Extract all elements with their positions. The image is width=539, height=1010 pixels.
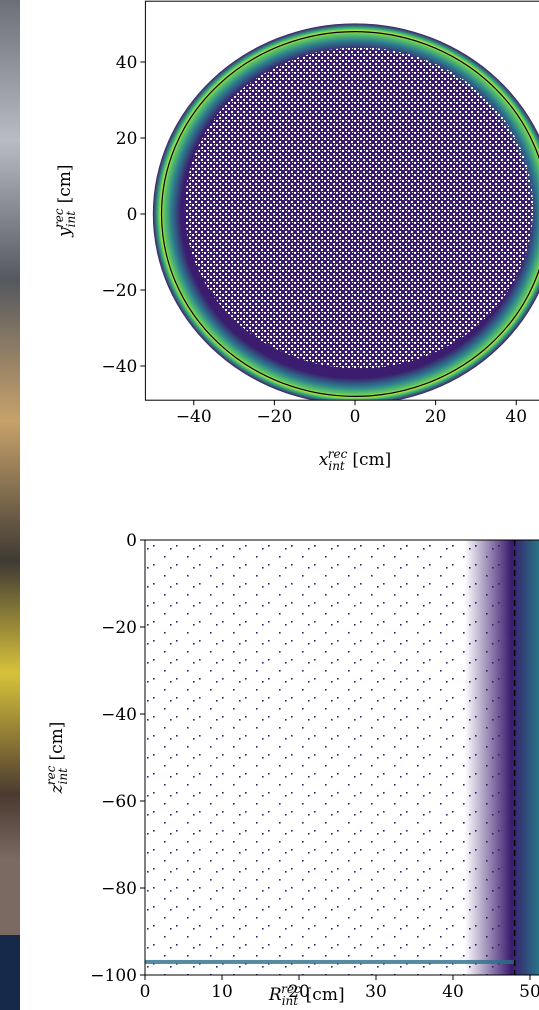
density-wall [465, 540, 539, 975]
axis-unit: [cm] [352, 450, 391, 470]
y-tick-label: −20 [102, 281, 138, 301]
axis-label: xintrec[cm] [319, 447, 391, 473]
density-sparse [145, 540, 515, 975]
axis-unit: [cm] [55, 164, 75, 203]
axis-label: yintrec[cm] [52, 164, 78, 237]
x-tick-label: −40 [176, 407, 212, 427]
axis-sup: rec [52, 208, 66, 228]
x-tick-label: 50 [519, 982, 539, 1002]
axis-symbol: R [268, 985, 282, 1005]
y-tick-label: 20 [116, 129, 138, 149]
axis-sub: int [328, 459, 345, 473]
y-tick-label: −20 [101, 618, 137, 638]
y-tick-label: 0 [127, 205, 138, 225]
x-tick-label: 0 [350, 407, 361, 427]
x-tick-label: 0 [140, 982, 151, 1002]
axis-sup: rec [44, 765, 58, 785]
density-speckle [185, 47, 533, 368]
axis-unit: [cm] [306, 985, 345, 1005]
x-tick-label: 40 [505, 407, 527, 427]
axis-sub: int [282, 994, 299, 1008]
axis-sup: rec [328, 447, 348, 461]
x-tick-label: 10 [211, 982, 233, 1002]
y-tick-label: −60 [101, 792, 137, 812]
page: {"chart_data": [ {"type": "heatmap", "xl… [0, 0, 539, 1010]
figure: −40−2002040−40−2002040xintrec[cm]yintrec… [0, 0, 539, 1010]
photo-strip [0, 0, 20, 935]
density-floor [145, 960, 515, 964]
plot-area [145, 540, 539, 975]
y-tick-label: −100 [90, 966, 137, 986]
x-tick-label: 30 [365, 982, 387, 1002]
photo-strip-bottom [0, 935, 20, 1010]
axis-unit: [cm] [47, 722, 67, 761]
y-tick-label: −80 [101, 879, 137, 899]
y-tick-label: 0 [126, 531, 137, 551]
axis-label: Rintrec [cm] [268, 982, 345, 1008]
axis-sub: int [56, 768, 70, 785]
y-tick-label: −40 [102, 357, 138, 377]
axis-sub: int [64, 211, 78, 228]
x-tick-label: 40 [442, 982, 464, 1002]
plot-area [153, 23, 539, 404]
axis-label: zintrec[cm] [44, 722, 70, 795]
x-tick-label: 20 [425, 407, 447, 427]
x-tick-label: −20 [256, 407, 292, 427]
y-tick-label: 40 [116, 53, 138, 73]
axis-sup: rec [281, 982, 301, 996]
y-tick-label: −40 [101, 705, 137, 725]
